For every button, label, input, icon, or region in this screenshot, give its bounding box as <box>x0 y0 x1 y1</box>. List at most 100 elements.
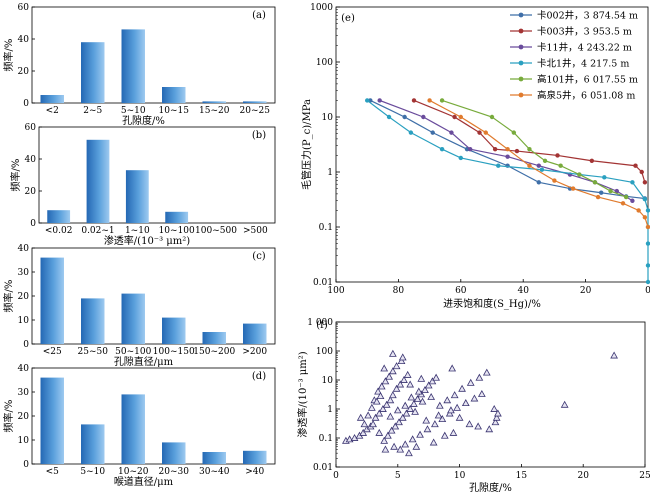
scatter-point <box>447 406 455 414</box>
scatter-point <box>392 384 401 392</box>
y-tick-label: 10 <box>18 316 30 326</box>
x-tick-label: >40 <box>245 467 264 477</box>
data-point <box>642 197 648 202</box>
scatter-point <box>360 420 369 428</box>
capillary-pressure-chart: 100 80 60 40 20 0 0.01 0.1 1 10 100 1000 进汞饱和度(S_Hg)… <box>300 3 650 310</box>
data-point <box>536 180 541 185</box>
x-tick-label: 5~10 <box>121 106 146 116</box>
data-point <box>365 98 370 103</box>
x-tick-label: 1~10 <box>125 226 150 236</box>
scatter-point <box>427 392 436 400</box>
x-tick-label: 10~20 <box>118 467 149 477</box>
bar-chart-d: 0 10 20 30 40 <5 5~10 10~20 20~30 30~40 >40 喉道直径/μm… <box>2 364 276 488</box>
panel-label: (f) <box>316 320 328 331</box>
x-tick-label: 100~500 <box>195 226 237 236</box>
data-point <box>542 158 548 163</box>
y-tick-label: 40 <box>25 155 37 165</box>
scatter-point <box>386 396 395 404</box>
data-point <box>645 263 650 268</box>
plot-frame <box>31 6 276 104</box>
scatter-point <box>485 425 494 433</box>
scatter-point <box>450 391 459 399</box>
scatter-point <box>465 420 474 428</box>
x-tick-label: 20~30 <box>159 467 190 477</box>
x-tick-label: 150~200 <box>193 347 235 357</box>
scatter-point <box>412 442 421 450</box>
data-point <box>377 98 382 103</box>
data-point <box>623 194 629 200</box>
legend-label: 高101井，6 017.55 m <box>537 74 638 86</box>
scatter-point <box>401 440 410 448</box>
scatter-point <box>350 433 359 441</box>
legend-label: 高泉5井，6 051.08 m <box>537 90 635 102</box>
bar-1 <box>81 42 105 103</box>
x-tick-label: 100~150 <box>153 347 195 357</box>
y-tick-label: 1 000 <box>307 318 333 328</box>
legend-marker <box>518 92 524 98</box>
scatter-point <box>429 438 438 446</box>
scatter-point <box>443 396 452 404</box>
x-tick-label: >500 <box>243 226 268 236</box>
scatter-point <box>431 420 439 428</box>
data-point <box>630 180 635 185</box>
scatter-point <box>406 380 415 388</box>
legend-label: 卡北1井，4 217.5 m <box>537 58 629 70</box>
data-point <box>505 146 510 152</box>
data-point <box>639 169 644 175</box>
scatter-point <box>416 430 424 438</box>
scatter-point <box>402 409 411 417</box>
scatter-point <box>405 449 413 457</box>
bar-2 <box>121 29 145 103</box>
scatter-point <box>421 386 429 394</box>
series-1 <box>411 98 648 185</box>
data-point <box>552 178 557 183</box>
data-point <box>439 146 445 152</box>
scatter-point <box>381 445 390 453</box>
panel-label: (d) <box>252 371 266 382</box>
x-tick-label: 20 <box>580 286 592 296</box>
plot-frame <box>38 126 276 224</box>
x-tick-label: 20 <box>577 471 589 481</box>
data-point <box>555 153 560 158</box>
data-point <box>614 188 619 194</box>
data-point <box>402 114 407 120</box>
x-tick-label: 50~100 <box>115 347 151 357</box>
x-tick-label: 20~25 <box>240 106 271 116</box>
scatter-point <box>377 382 386 390</box>
y-tick-label: 10 <box>322 376 334 386</box>
data-point <box>408 130 414 135</box>
scatter-point <box>474 422 483 430</box>
x-tick-label: <0.02 <box>45 226 73 236</box>
y-tick-label: 1 <box>327 405 333 415</box>
bar-1 <box>81 424 105 464</box>
scatter-point <box>390 442 398 450</box>
y-tick-label: 20 <box>18 67 30 77</box>
data-point <box>645 279 650 285</box>
bar-chart-b: 0 20 40 60 <0.02 0.02~1 1~10 10~100 100~500 >500 渗… <box>9 123 276 247</box>
scatter-point <box>385 372 394 380</box>
bar-5 <box>243 323 267 344</box>
data-point <box>449 130 454 135</box>
scatter-point <box>380 364 389 372</box>
y-tick-label: 100 <box>316 347 333 357</box>
series-line <box>370 99 645 200</box>
bar-0 <box>40 377 64 464</box>
y-axis-label: 频率/% <box>2 39 15 72</box>
data-point <box>439 98 445 103</box>
y-tick-label: 40 <box>18 364 30 374</box>
series-line <box>441 99 627 198</box>
data-point <box>589 158 595 163</box>
data-point <box>645 241 650 246</box>
data-point <box>602 175 607 180</box>
scatter-point <box>414 387 423 395</box>
bar-4 <box>202 101 226 103</box>
x-axis-label: 喉道直径/μm <box>114 475 174 488</box>
data-point <box>642 215 648 220</box>
x-axis-label: 孔隙度/% <box>469 481 512 494</box>
y-tick-label: 40 <box>18 244 30 254</box>
x-tick-label: 30~40 <box>199 467 230 477</box>
bar-chart-a: 0 20 40 60 <2 2~5 5~10 10~15 15~20 20~25 孔隙度/% 频率/%… <box>2 3 276 127</box>
bar-3 <box>162 87 186 103</box>
